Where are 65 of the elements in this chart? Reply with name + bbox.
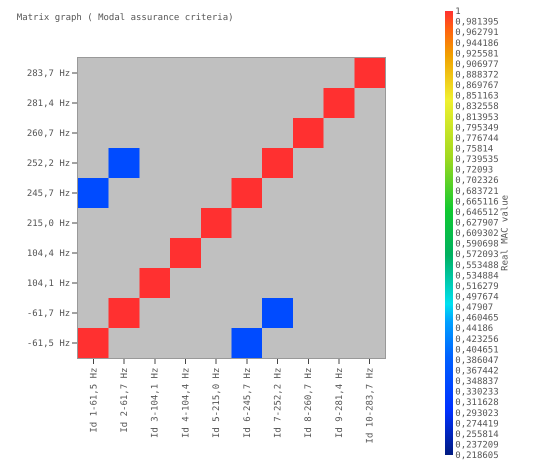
- x-tick-label: Id 8-260,7 Hz: [304, 368, 314, 438]
- x-tick-label: Id 3-104,1 Hz: [150, 368, 161, 438]
- color-bar-label: 0,348837: [455, 377, 499, 388]
- color-bar-label: 0,460465: [455, 314, 499, 324]
- color-bar-label: 0,869767: [455, 81, 499, 92]
- y-tick-label: -61,5 Hz: [26, 339, 70, 350]
- x-tick-label: Id 9-281,4 Hz: [334, 368, 345, 438]
- color-bar-label: 0,665116: [455, 197, 499, 208]
- color-bar-label: 0,423256: [455, 334, 499, 345]
- color-bar-label: 0,906977: [455, 60, 499, 70]
- y-tick-label: 104,1 Hz: [26, 279, 70, 290]
- color-bar-label: 0,44186: [455, 324, 494, 334]
- color-bar-label: 0,609302: [455, 229, 499, 240]
- color-bar-label: 0,330233: [455, 388, 499, 398]
- color-bar-label: 0,497674: [455, 292, 499, 302]
- color-bar-label: 0,776744: [455, 134, 499, 144]
- color-bar-label: 0,534884: [455, 271, 499, 282]
- color-bar-label: 0,832558: [455, 102, 499, 112]
- color-bar-label: 0,311628: [455, 398, 499, 408]
- color-bar-label: 0,627907: [455, 218, 499, 228]
- color-bar-label: 0,237209: [455, 440, 499, 450]
- x-tick-label: Id 6-245,7 Hz: [242, 368, 253, 438]
- x-tick-label: Id 4-104,4 Hz: [181, 368, 192, 438]
- color-bar-label: 0,702326: [455, 176, 499, 186]
- y-tick-label: 104,4 Hz: [26, 249, 70, 260]
- color-bar-title: Real MAC value: [500, 194, 511, 271]
- color-bar-label: 0,795349: [455, 123, 499, 134]
- color-bar-label: 0,47907: [455, 303, 494, 314]
- x-tick-label: Id 7-252,2 Hz: [273, 368, 284, 438]
- color-bar-label: 0,274419: [455, 419, 499, 430]
- color-bar-label: 0,218605: [455, 451, 499, 462]
- color-bar-label: 0,944186: [455, 38, 499, 49]
- chart-title: Matrix graph ( Modal assurance criteria): [16, 13, 234, 24]
- color-bar-label: 0,925581: [455, 49, 499, 60]
- x-tick-label: Id 2-61,7 Hz: [120, 368, 130, 433]
- color-bar-label: 0,75814: [455, 144, 494, 154]
- color-bar-label: 0,739535: [455, 155, 499, 166]
- color-bar-label: 0,255814: [455, 430, 499, 440]
- x-tick-label: Id 1-61,5 Hz: [89, 368, 100, 433]
- color-bar-label: 0,813953: [455, 112, 499, 123]
- color-bar-label: 0,646512: [455, 208, 499, 218]
- color-bar-label: 0,386047: [455, 356, 499, 366]
- y-tick-label: -61,7 Hz: [26, 309, 70, 320]
- y-tick-label: 215,0 Hz: [26, 219, 70, 230]
- y-tick-label: 283,7 Hz: [26, 69, 70, 80]
- color-bar-label: 0,404651: [455, 345, 499, 356]
- color-bar-label: 0,962791: [455, 28, 499, 38]
- y-tick-label: 281,4 Hz: [26, 99, 70, 110]
- y-tick-label: 252,2 Hz: [26, 159, 70, 170]
- color-bar-label: 0,888372: [455, 70, 499, 80]
- x-tick-label: Id 5-215,0 Hz: [212, 368, 222, 438]
- color-bar-label: 0,851163: [455, 92, 499, 102]
- y-tick-label: 245,7 Hz: [26, 189, 70, 200]
- color-bar-label: 0,981395: [455, 18, 499, 28]
- x-tick-label: Id 10-283,7 Hz: [366, 368, 376, 444]
- color-bar-label: 0,553488: [455, 260, 499, 271]
- y-tick-label: 260,7 Hz: [26, 129, 70, 140]
- color-bar-label: 0,572093: [455, 250, 499, 260]
- color-bar-label: 0,293023: [455, 408, 499, 419]
- color-bar-label: 0,72093: [455, 166, 494, 176]
- color-bar-label: 0,516279: [455, 282, 499, 292]
- color-bar-label: 0,590698: [455, 240, 499, 250]
- color-bar-label: 0,683721: [455, 186, 499, 197]
- color-bar-label: 0,367442: [455, 366, 499, 376]
- color-bar-label: 1: [455, 7, 461, 18]
